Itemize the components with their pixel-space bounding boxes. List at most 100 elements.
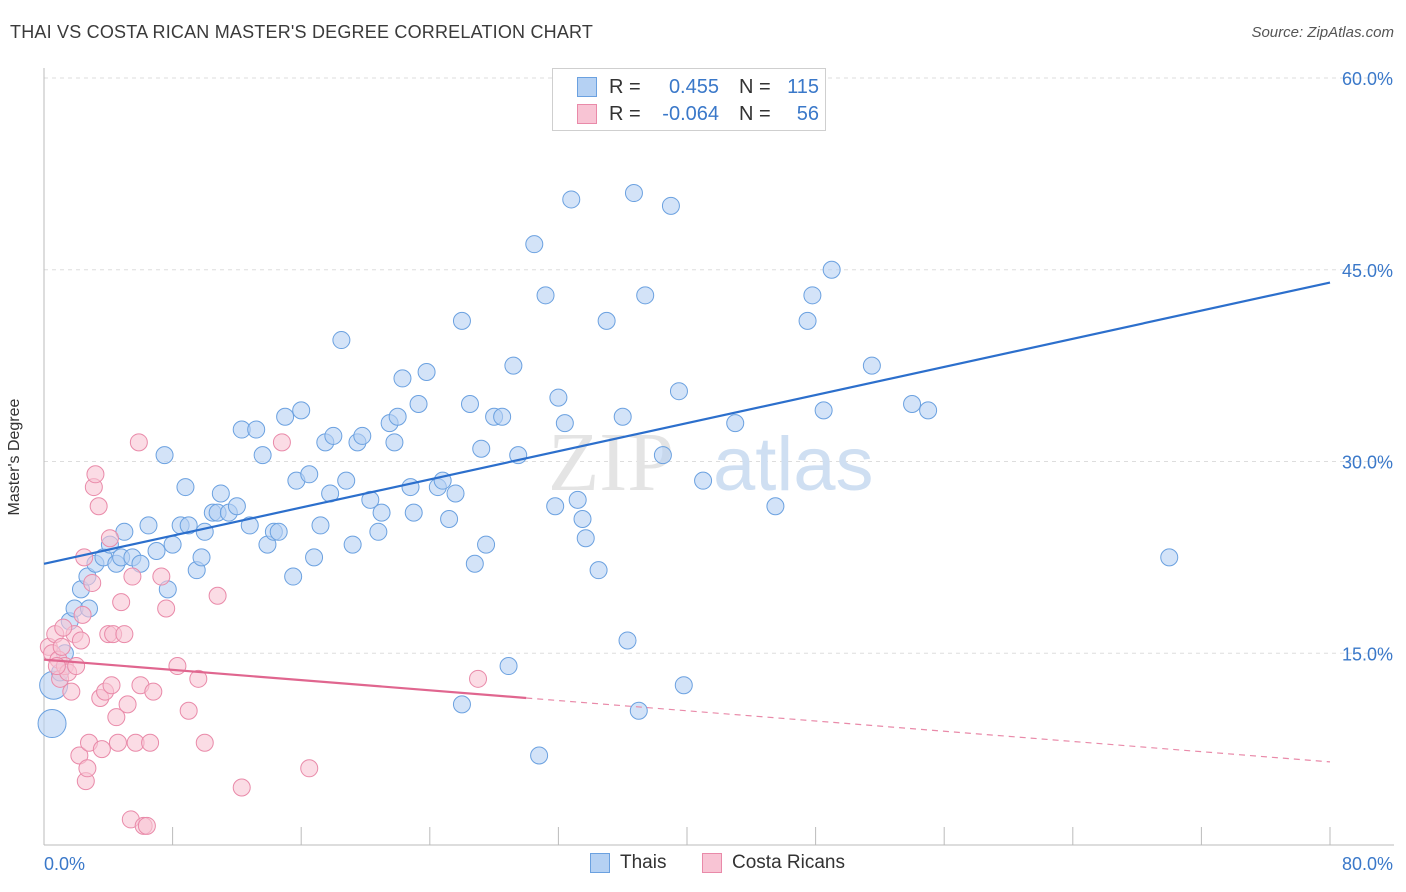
point-thais [530,746,549,765]
point-costa-ricans [62,682,81,701]
point-costa-ricans [208,586,227,605]
source-label: Source: ZipAtlas.com [1251,24,1394,41]
point-thais [247,420,266,439]
legend-label-thais: Thais [620,852,667,873]
r-label: R = [609,75,641,98]
point-thais [536,286,555,305]
y-tick-label: 15.0% [1342,644,1393,664]
point-thais [440,510,459,529]
point-costa-ricans [118,695,137,714]
point-thais [372,503,391,522]
point-thais [822,260,841,279]
tick-labels: 15.0% 30.0% 45.0% 60.0% 0.0% 80.0% [44,69,1393,874]
point-thais [629,701,648,720]
n-label: N = [739,102,771,125]
point-thais [555,414,574,433]
point-costa-ricans [100,529,119,548]
y-tick-label: 45.0% [1342,261,1393,281]
point-thais [284,567,303,586]
point-thais [499,657,518,676]
point-thais [353,426,372,445]
point-thais [460,394,479,413]
series-legend: Thais Costa Ricans [0,852,1406,878]
point-costa-ricans [115,625,134,644]
watermark: ZIP atlas [548,416,874,509]
point-costa-ricans [83,573,102,592]
r-value: -0.064 [662,102,719,125]
point-thais [803,286,822,305]
point-thais [385,433,404,452]
point-thais [417,363,436,382]
point-thais [179,516,198,535]
point-thais [661,196,680,215]
trend-line-costa-ricans [43,658,527,700]
point-thais [589,561,608,580]
y-tick-label: 30.0% [1342,453,1393,473]
point-costa-ricans [73,605,92,624]
point-thais [613,407,632,426]
n-value: 115 [787,75,819,98]
legend-item-thais[interactable]: Thais [590,852,666,874]
point-costa-ricans [469,669,488,688]
grid-lines [44,77,1394,654]
point-thais [343,535,362,554]
point-thais [393,369,412,388]
point-thais [465,554,484,573]
point-thais [576,529,595,548]
point-thais [472,439,491,458]
point-thais [653,446,672,465]
point-thais [862,356,881,375]
point-costa-ricans [67,657,86,676]
point-costa-ricans [179,701,198,720]
point-thais [147,541,166,560]
point-thais [163,535,182,554]
legend-row-thais: R = 0.455 N = 115 [577,75,819,99]
point-costa-ricans [157,599,176,618]
point-thais [597,311,616,330]
point-thais [155,446,174,465]
point-thais [669,382,688,401]
point-thais [192,548,211,567]
point-costa-ricans [112,593,131,612]
point-costa-ricans [108,733,127,752]
point-thais [401,478,420,497]
y-tick-label: 60.0% [1342,69,1393,89]
x-tick-label: 80.0% [1342,854,1393,874]
point-thais [292,401,311,420]
point-thais [409,394,428,413]
point-costa-ricans [71,631,90,650]
point-costa-ricans [92,740,111,759]
point-thais [269,522,288,541]
point-thais [324,426,343,445]
point-costa-ricans [102,676,121,695]
stats-legend: R = 0.455 N = 115 R = -0.064 N = 56 [552,68,826,131]
point-thais [549,388,568,407]
point-thais [369,522,388,541]
point-thais [311,516,330,535]
point-thais [131,554,150,573]
point-costa-ricans [141,733,160,752]
point-thais [305,548,324,567]
point-costa-ricans [189,669,208,688]
legend-item-costa-ricans[interactable]: Costa Ricans [702,852,845,874]
point-thais [446,484,465,503]
point-costa-ricans [152,567,171,586]
n-value: 56 [796,102,819,125]
legend-label-costa-ricans: Costa Ricans [732,852,845,873]
r-label: R = [609,102,641,125]
point-thais [388,407,407,426]
point-thais [504,356,523,375]
point-thais [726,414,745,433]
point-thais [452,695,471,714]
point-costa-ricans [70,746,89,765]
point-thais [493,407,512,426]
point-thais [139,516,158,535]
point-costa-ricans [232,778,251,797]
legend-row-costa-ricans: R = -0.064 N = 56 [577,102,819,126]
point-thais [636,286,655,305]
point-thais [903,394,922,413]
point-thais [211,484,230,503]
y-axis-label: Master's Degree [6,398,23,516]
trend-line-thais [43,281,1331,565]
point-thais [253,446,272,465]
